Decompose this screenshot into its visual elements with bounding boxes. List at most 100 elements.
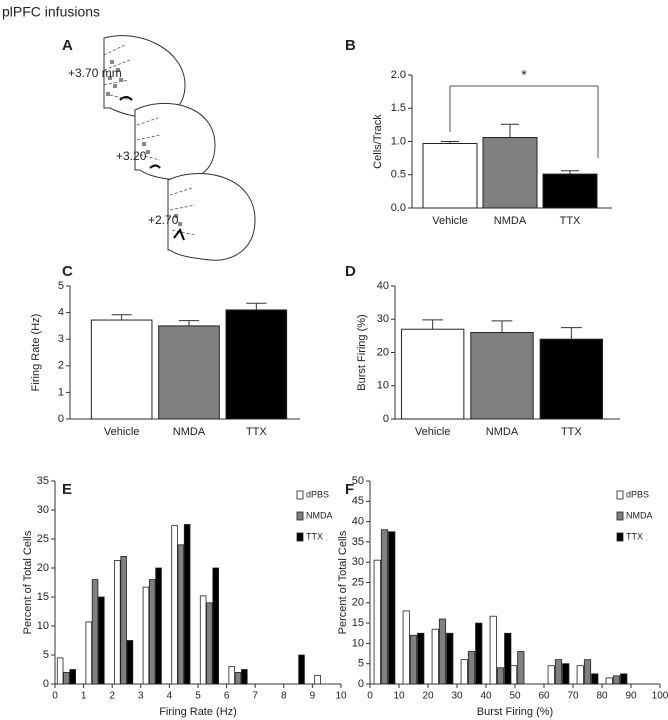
y-tick-label: 5 xyxy=(58,280,64,292)
bar xyxy=(620,673,628,685)
y-tick-label: 20 xyxy=(352,597,364,609)
y-tick-label: 0 xyxy=(43,678,49,690)
x-tick-label: 3 xyxy=(138,691,144,702)
section-label: +3.70 mm xyxy=(68,66,122,80)
y-tick-label: 40 xyxy=(352,516,364,528)
y-tick-label: 0 xyxy=(58,413,64,425)
bar xyxy=(482,137,538,209)
bar xyxy=(576,665,584,685)
section-label: +3.20 xyxy=(116,149,147,163)
x-tick-label: NMDA xyxy=(173,426,206,438)
x-tick-label: 2 xyxy=(109,691,115,702)
y-tick-label: 3 xyxy=(58,333,64,345)
bar xyxy=(539,338,604,420)
x-tick-label: 5 xyxy=(195,691,201,702)
bar xyxy=(177,544,185,685)
y-tick-label: 35 xyxy=(352,536,364,548)
bar xyxy=(380,529,389,685)
x-tick-label: 0 xyxy=(52,691,58,702)
x-tick-label: 100 xyxy=(652,691,668,702)
bar xyxy=(155,567,162,685)
y-tick-label: 15 xyxy=(37,591,49,603)
x-tick-label: 80 xyxy=(596,691,608,702)
bar xyxy=(90,319,153,420)
bar xyxy=(431,628,439,685)
x-tick-label: 4 xyxy=(167,691,173,702)
panel-letter: D xyxy=(345,263,356,280)
bar xyxy=(158,325,220,420)
legend-swatch xyxy=(616,511,624,521)
y-tick-label: 4 xyxy=(58,307,64,319)
y-tick-label: 0.0 xyxy=(391,202,406,214)
y-tick-label: 40 xyxy=(377,280,389,292)
x-tick-label: TTX xyxy=(560,215,581,227)
bar xyxy=(373,559,381,685)
x-tick-label: 6 xyxy=(224,691,230,702)
y-tick-label: 10 xyxy=(377,380,389,392)
x-tick-label: 50 xyxy=(509,691,521,702)
bar xyxy=(517,651,525,685)
bar xyxy=(554,659,563,685)
bar xyxy=(228,666,236,685)
legend-label: NMDA xyxy=(306,510,333,520)
x-tick-label: Vehicle xyxy=(432,215,467,227)
bar xyxy=(605,677,613,685)
panel-letter: C xyxy=(62,263,73,280)
y-tick-label: 0 xyxy=(358,678,364,690)
x-axis-label: Burst Firing (%) xyxy=(477,706,553,718)
x-tick-label: 10 xyxy=(393,691,405,702)
bar xyxy=(547,665,555,685)
y-axis-label: Burst Firing (%) xyxy=(356,314,368,390)
bar xyxy=(475,622,483,685)
bar xyxy=(298,654,305,685)
x-axis-label: Firing Rate (Hz) xyxy=(159,706,237,718)
panel-letter: B xyxy=(345,37,356,54)
legend-swatch xyxy=(296,490,304,500)
bar xyxy=(470,332,534,420)
x-tick-label: NMDA xyxy=(486,426,519,438)
x-tick-label: 20 xyxy=(422,691,434,702)
bar xyxy=(438,618,447,685)
x-tick-label: 0 xyxy=(367,691,373,702)
y-tick-label: 5 xyxy=(43,649,49,661)
bar xyxy=(409,634,418,685)
legend-label: TTX xyxy=(626,531,643,541)
bar xyxy=(388,531,396,685)
bar xyxy=(562,663,570,685)
legend-swatch xyxy=(296,511,304,521)
bar xyxy=(612,675,621,685)
bar xyxy=(171,525,178,685)
y-tick-label: 25 xyxy=(352,576,364,588)
bar xyxy=(98,596,105,685)
section-lines xyxy=(103,44,131,101)
bar xyxy=(85,621,93,685)
x-tick-label: Vehicle xyxy=(104,426,139,438)
y-tick-label: 30 xyxy=(352,556,364,568)
y-tick-label: 35 xyxy=(37,475,49,487)
legend-label: TTX xyxy=(306,531,323,541)
section-lines xyxy=(136,117,161,161)
brain-sections xyxy=(103,35,256,261)
y-tick-label: 30 xyxy=(37,504,49,516)
placement-markers xyxy=(106,60,182,226)
y-tick-label: 1.0 xyxy=(391,135,406,147)
bar xyxy=(496,667,505,685)
y-tick-label: 0.5 xyxy=(391,169,406,181)
panel-letter: F xyxy=(345,481,354,498)
bar xyxy=(199,595,207,685)
bar xyxy=(148,579,156,685)
bar xyxy=(583,659,592,685)
y-axis-label: Percent of Total Cells xyxy=(22,530,34,634)
bar xyxy=(422,142,478,209)
y-tick-label: 15 xyxy=(352,617,364,629)
y-tick-label: 5 xyxy=(358,658,364,670)
significance-bracket xyxy=(449,85,599,158)
brain-section xyxy=(167,173,256,261)
bar xyxy=(402,610,410,685)
legend-swatch xyxy=(296,532,304,542)
x-tick-label: NMDA xyxy=(494,215,527,227)
x-tick-label: TTX xyxy=(246,426,267,438)
y-tick-label: 50 xyxy=(352,475,364,487)
y-tick-label: 0 xyxy=(383,413,389,425)
